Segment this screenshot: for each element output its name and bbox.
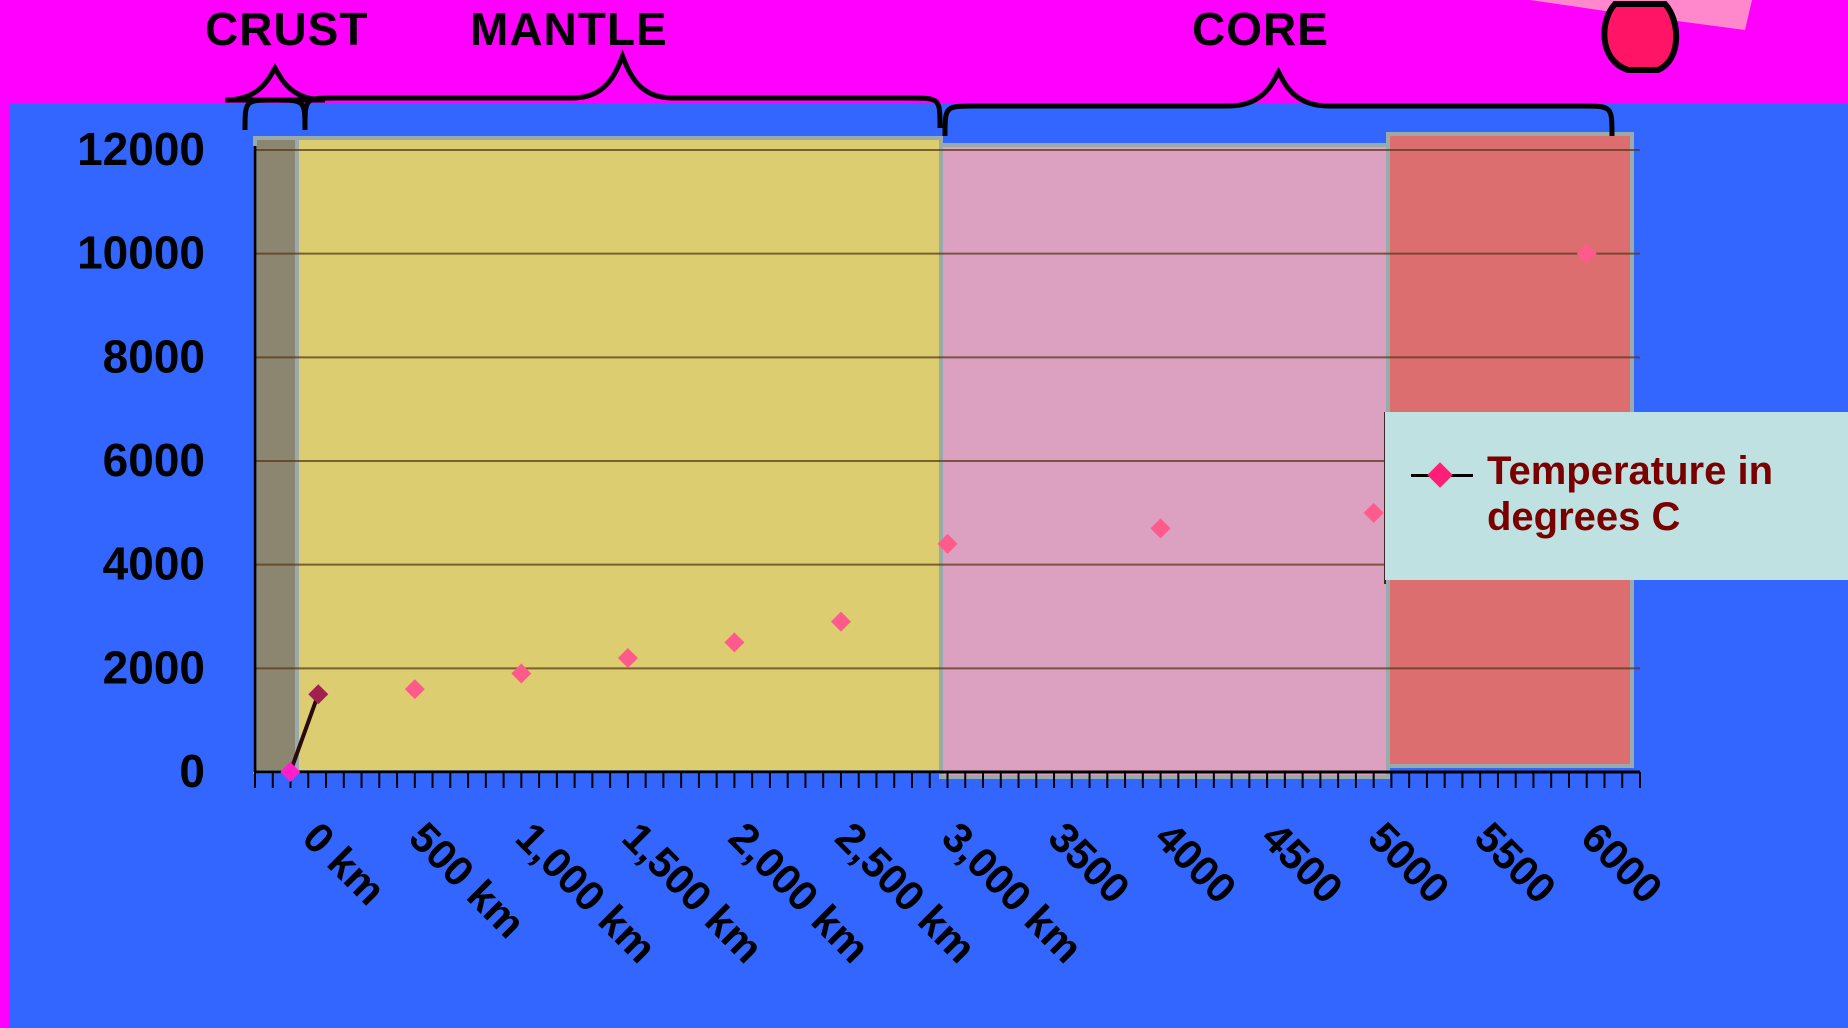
decorative-red-shape — [1601, 0, 1680, 73]
data-point — [308, 684, 329, 705]
core-label: CORE — [1192, 3, 1329, 55]
left-margin-strip — [0, 0, 9, 1028]
data-point — [280, 762, 301, 782]
mantle-brace — [302, 49, 943, 129]
y-tick-label: 6000 — [103, 434, 205, 486]
x-tick-label: 5500 — [1466, 813, 1565, 912]
y-tick-label: 2000 — [103, 641, 205, 693]
data-point — [1363, 502, 1384, 523]
legend-label: Temperature in degrees C — [1487, 449, 1773, 539]
data-point — [1576, 243, 1597, 264]
crust-band — [253, 136, 299, 774]
data-point — [830, 611, 851, 632]
data-point — [937, 533, 958, 554]
mantle-band — [295, 136, 943, 774]
title-banner — [0, 0, 1848, 104]
y-tick-label: 12000 — [77, 123, 205, 175]
data-point — [511, 663, 532, 684]
data-point — [1150, 518, 1171, 539]
data-point — [404, 679, 425, 700]
core-brace — [942, 66, 1615, 137]
data-point — [617, 647, 638, 668]
data-point — [724, 632, 745, 653]
x-tick-label: 0 km — [294, 813, 395, 914]
x-tick-label: 6000 — [1572, 813, 1671, 912]
mantle-label: MANTLE — [470, 3, 668, 55]
y-tick-label: 10000 — [77, 227, 205, 279]
legend-diamond-icon — [1427, 462, 1453, 488]
x-tick-label: 500 km — [400, 813, 534, 947]
series-line — [288, 693, 321, 773]
crust-label: CRUST — [205, 3, 369, 55]
x-tick-label: 5000 — [1359, 813, 1458, 912]
y-tick-label: 4000 — [103, 538, 205, 590]
y-tick-label: 0 — [179, 745, 205, 797]
x-tick-label: 3500 — [1040, 813, 1139, 912]
x-tick-label: 4500 — [1253, 813, 1352, 912]
chart-legend: Temperature in degrees C — [1385, 412, 1848, 580]
y-tick-label: 8000 — [103, 330, 205, 382]
crust-brace — [224, 63, 326, 131]
x-tick-label: 4000 — [1146, 813, 1245, 912]
